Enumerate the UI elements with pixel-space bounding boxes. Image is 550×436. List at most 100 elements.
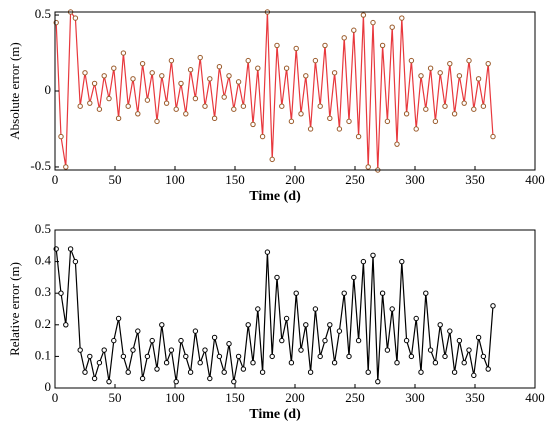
- data-point: [322, 337, 328, 344]
- data-point: [207, 375, 213, 382]
- data-point: [283, 65, 290, 71]
- data-point: [96, 106, 103, 112]
- data-point: [87, 353, 93, 360]
- x-tick-label: 200: [285, 390, 305, 405]
- data-point: [259, 133, 266, 140]
- y-axis-label: Relative error (m): [7, 262, 22, 356]
- data-point: [327, 322, 333, 328]
- data-point: [149, 337, 155, 344]
- data-point: [96, 360, 103, 366]
- data-point: [235, 353, 242, 360]
- x-tick-label: 150: [225, 390, 245, 405]
- data-point: [135, 328, 141, 334]
- data-point: [115, 315, 122, 322]
- data-point: [447, 60, 453, 67]
- data-point: [279, 103, 285, 109]
- data-point: [384, 118, 391, 125]
- data-point: [91, 375, 98, 382]
- x-tick-label: 400: [525, 390, 545, 405]
- data-point: [187, 67, 194, 73]
- data-point: [77, 103, 83, 109]
- data-point: [159, 322, 165, 328]
- data-point: [135, 111, 141, 117]
- data-point: [173, 106, 179, 112]
- data-point: [221, 369, 227, 375]
- data-point: [293, 45, 299, 52]
- data-point: [63, 322, 69, 328]
- data-point: [403, 337, 410, 344]
- data-point: [365, 369, 371, 375]
- data-point: [288, 118, 295, 125]
- data-point: [370, 19, 376, 26]
- data-point: [389, 24, 395, 30]
- data-point: [312, 306, 319, 312]
- y-tick-label: 0.1: [35, 347, 51, 362]
- data-point: [437, 70, 443, 76]
- data-point: [466, 347, 472, 353]
- data-point: [187, 369, 194, 375]
- data-point: [231, 378, 237, 385]
- series-line: [55, 248, 494, 382]
- x-tick-label: 300: [405, 390, 425, 405]
- data-point: [432, 118, 439, 125]
- x-axis-label: Time (d): [249, 189, 301, 204]
- data-point: [423, 290, 429, 296]
- data-point: [466, 57, 472, 64]
- data-point: [139, 375, 146, 382]
- data-point: [461, 100, 467, 106]
- data-point: [355, 337, 362, 344]
- data-point: [144, 353, 151, 360]
- data-point: [283, 315, 290, 322]
- data-point: [336, 126, 343, 132]
- data-point: [115, 115, 122, 122]
- data-point: [351, 27, 357, 33]
- data-point: [149, 70, 155, 76]
- x-tick-label: 350: [465, 390, 485, 405]
- data-point: [317, 353, 323, 360]
- data-point: [202, 347, 208, 353]
- data-point: [490, 303, 496, 309]
- data-point: [331, 360, 338, 366]
- data-point: [245, 322, 251, 328]
- data-point: [207, 76, 213, 82]
- x-tick-label: 200: [285, 172, 305, 187]
- data-point: [331, 70, 338, 76]
- data-point: [101, 347, 107, 353]
- data-point: [250, 121, 256, 128]
- data-point: [298, 347, 304, 353]
- data-point: [111, 337, 117, 344]
- data-point: [471, 372, 477, 379]
- data-point: [82, 369, 88, 375]
- data-point: [475, 76, 482, 82]
- y-tick-label: 0.5: [35, 221, 51, 236]
- data-point: [226, 73, 232, 79]
- data-point: [139, 60, 146, 67]
- data-point: [106, 378, 112, 385]
- data-point: [341, 35, 347, 41]
- data-point: [322, 42, 328, 49]
- x-tick-label: 100: [165, 390, 185, 405]
- y-tick-label: -0.5: [30, 158, 51, 173]
- data-point: [63, 164, 69, 170]
- x-tick-label: 0: [52, 390, 59, 405]
- data-point: [408, 57, 415, 64]
- data-point: [456, 337, 463, 344]
- data-point: [307, 126, 314, 132]
- data-point: [303, 73, 309, 79]
- data-point: [154, 366, 160, 372]
- data-point: [437, 322, 443, 328]
- data-point: [77, 347, 83, 353]
- data-point: [269, 156, 275, 163]
- data-point: [389, 306, 395, 312]
- data-point: [221, 94, 227, 100]
- data-point: [125, 103, 131, 109]
- x-tick-label: 250: [345, 172, 365, 187]
- y-axis-label: Absolute error (m): [7, 42, 22, 139]
- data-point: [58, 290, 64, 296]
- data-point: [159, 73, 165, 79]
- x-tick-label: 250: [345, 390, 365, 405]
- data-point: [192, 95, 199, 102]
- data-point: [168, 57, 175, 64]
- data-point: [120, 353, 127, 360]
